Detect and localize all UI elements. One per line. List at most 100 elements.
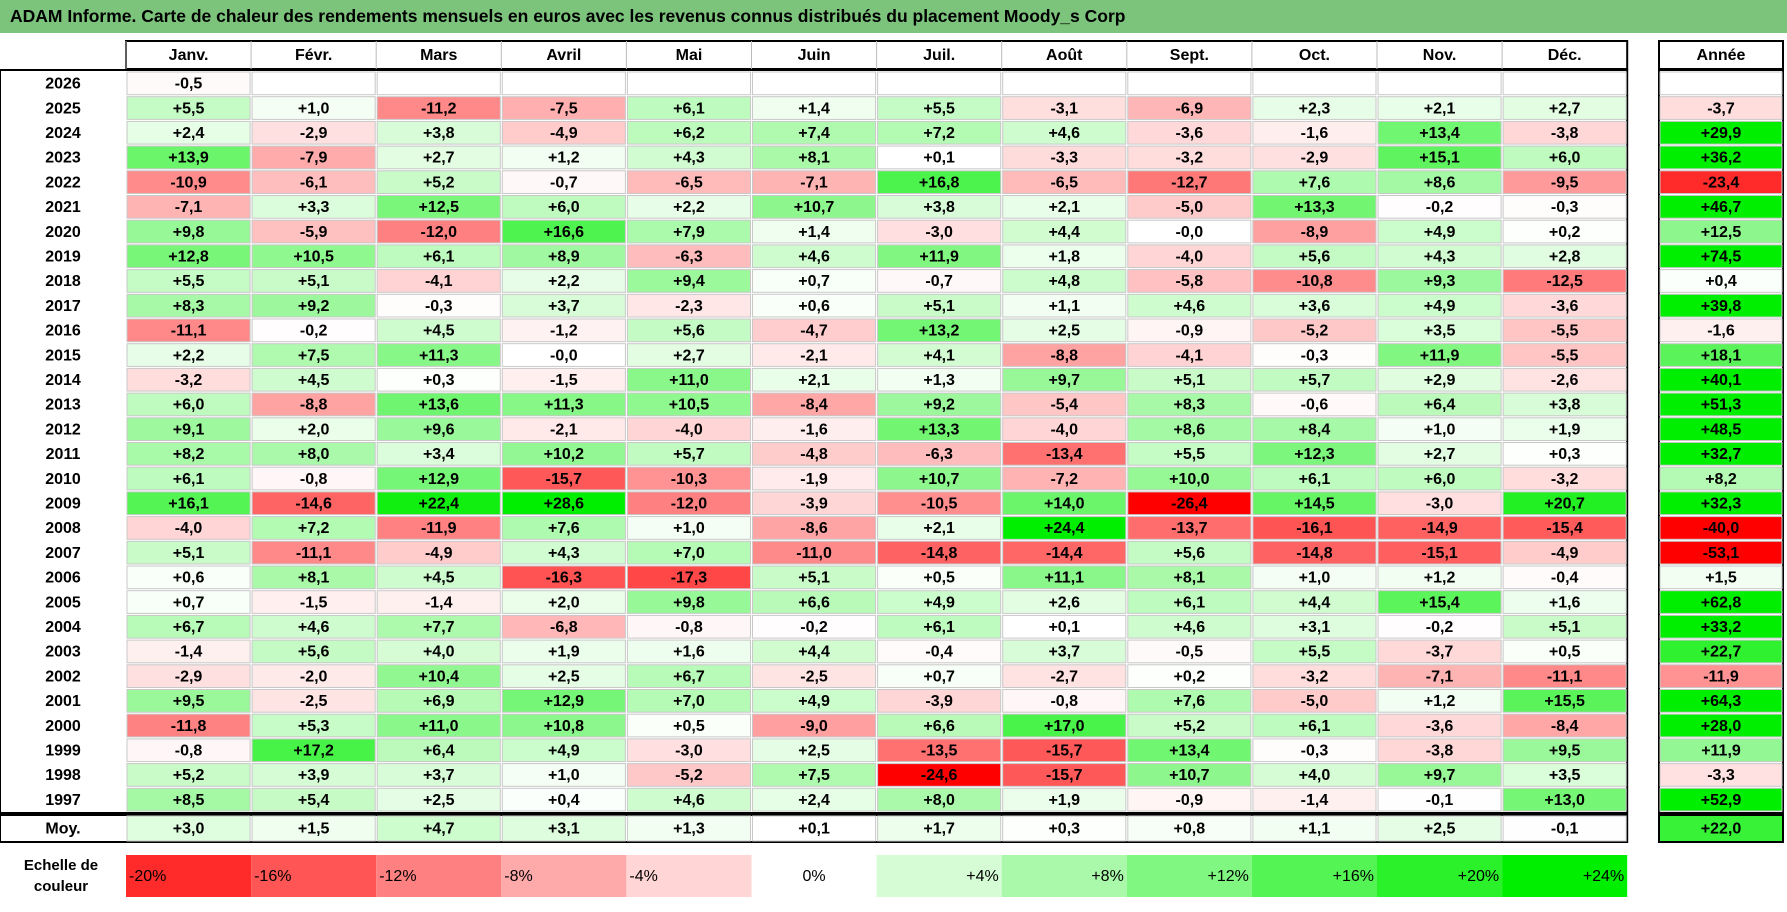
cell-value: +2,1 [798, 372, 830, 389]
heatmap-cell [126, 392, 251, 417]
heatmap-cell [1377, 713, 1502, 738]
cell-value: +12,8 [168, 248, 209, 265]
cell-value: +9,5 [1549, 742, 1581, 759]
year-label: 2009 [45, 495, 81, 512]
scale-swatch [1251, 855, 1377, 897]
cell-value: +2,1 [1048, 199, 1080, 216]
heatmap-cell [251, 392, 376, 417]
cell-value: +11,0 [419, 718, 459, 735]
heatmap-cell [126, 145, 251, 170]
heatmap-cell [877, 442, 1002, 466]
cell-value: +13,3 [919, 421, 960, 438]
cell-value: -6,8 [550, 619, 578, 636]
scale-step-label: -4% [629, 868, 657, 885]
cell-value: -4,1 [425, 273, 453, 290]
cell-value: +6,1 [923, 619, 955, 636]
cell-value: -4,9 [1551, 545, 1579, 562]
year-label: 1998 [45, 767, 81, 784]
heatmap-cell [376, 442, 501, 466]
year-label: 2012 [45, 421, 81, 438]
cell-value: +4,0 [423, 644, 455, 661]
heatmap-cell [251, 565, 376, 590]
heatmap-cell [877, 664, 1002, 688]
cell-value: +11,3 [419, 347, 459, 364]
cell-value: +16,8 [919, 174, 960, 191]
heatmap-cell [752, 145, 877, 170]
heatmap-cell [376, 590, 501, 614]
cell-value: +8,2 [173, 446, 205, 463]
cell-value: +2,4 [798, 792, 830, 809]
month-header-label: Janv. [169, 47, 209, 64]
heatmap-cell [501, 664, 626, 688]
annual-value: -11,9 [1703, 668, 1739, 685]
heatmap-cell [376, 244, 501, 269]
cell-value: +2,2 [173, 347, 205, 364]
heatmap-cell [877, 293, 1002, 318]
cell-value: +1,0 [1299, 570, 1331, 587]
heatmap-cell [1002, 664, 1127, 688]
average-value: +1,5 [298, 821, 330, 838]
cell-value: +6,7 [173, 619, 205, 636]
cell-value: -3,8 [1426, 742, 1454, 759]
cell-value: -8,9 [1301, 224, 1329, 241]
cell-value: +13,4 [1169, 742, 1210, 759]
cell-value: +13,9 [168, 150, 209, 167]
cell-value: -4,9 [425, 545, 453, 562]
heatmap-cell [1127, 713, 1252, 738]
cell-value: -8,4 [1551, 718, 1579, 735]
heatmap-cell [501, 565, 626, 590]
scale-step-label: +4% [966, 868, 998, 885]
heatmap-cell [1002, 442, 1127, 466]
year-label: 1999 [45, 742, 81, 759]
cell-value: -2,7 [1050, 668, 1078, 685]
cell-value: -0,5 [175, 76, 203, 93]
heatmap-cell [1002, 195, 1127, 219]
cell-value: +9,1 [173, 421, 205, 438]
heatmap-cell [1377, 96, 1502, 120]
cell-value: +5,6 [298, 644, 330, 661]
average-value: +3,0 [173, 821, 205, 838]
heatmap-cell [1377, 318, 1502, 343]
annual-header-cell [1658, 40, 1784, 70]
cell-value: +0,5 [673, 718, 705, 735]
heatmap-cell [1252, 71, 1377, 96]
annual-cell [1659, 120, 1783, 145]
heatmap-cell [376, 565, 501, 590]
cell-value: +3,1 [1299, 619, 1331, 636]
cell-value: -7,9 [300, 150, 328, 167]
cell-value: +2,6 [1048, 594, 1080, 611]
cell-value: -14,8 [1296, 545, 1333, 562]
heatmap-cell [877, 71, 1002, 96]
heatmap-cell [877, 269, 1002, 293]
cell-value: +5,1 [923, 298, 955, 315]
year-label: 2000 [45, 718, 81, 735]
cell-value: -5,0 [1301, 693, 1329, 710]
cell-value: -11,8 [171, 718, 207, 735]
heatmap-cell [626, 689, 752, 713]
heatmap-cell [1252, 244, 1377, 269]
cell-value: +17,0 [1044, 718, 1085, 735]
annual-cell [1659, 738, 1783, 763]
month-header-label: Juil. [923, 47, 955, 64]
cell-value: -4,1 [1176, 347, 1204, 364]
cell-value: +5,7 [1299, 372, 1331, 389]
heatmap-cell [1377, 639, 1502, 664]
heatmap-cell [1002, 392, 1127, 417]
heatmap-cell [126, 318, 251, 343]
heatmap-cell [1377, 763, 1502, 787]
annual-value: +32,7 [1701, 446, 1742, 463]
cell-value: -16,3 [546, 570, 583, 587]
heatmap-cell [877, 763, 1002, 787]
cell-value: -8,8 [1050, 347, 1078, 364]
annual-value: +74,5 [1701, 248, 1742, 265]
scale-step-label: 0% [802, 868, 825, 885]
cell-value: +14,5 [1294, 495, 1335, 512]
cell-value: -2,5 [300, 693, 328, 710]
annual-value: -1,6 [1707, 323, 1735, 340]
cell-value: +1,1 [1048, 298, 1080, 315]
annual-cell [1659, 787, 1783, 812]
heatmap-cell [251, 195, 376, 219]
cell-value: -6,3 [925, 446, 953, 463]
heatmap-cell [752, 590, 877, 614]
heatmap-cell [626, 120, 752, 145]
